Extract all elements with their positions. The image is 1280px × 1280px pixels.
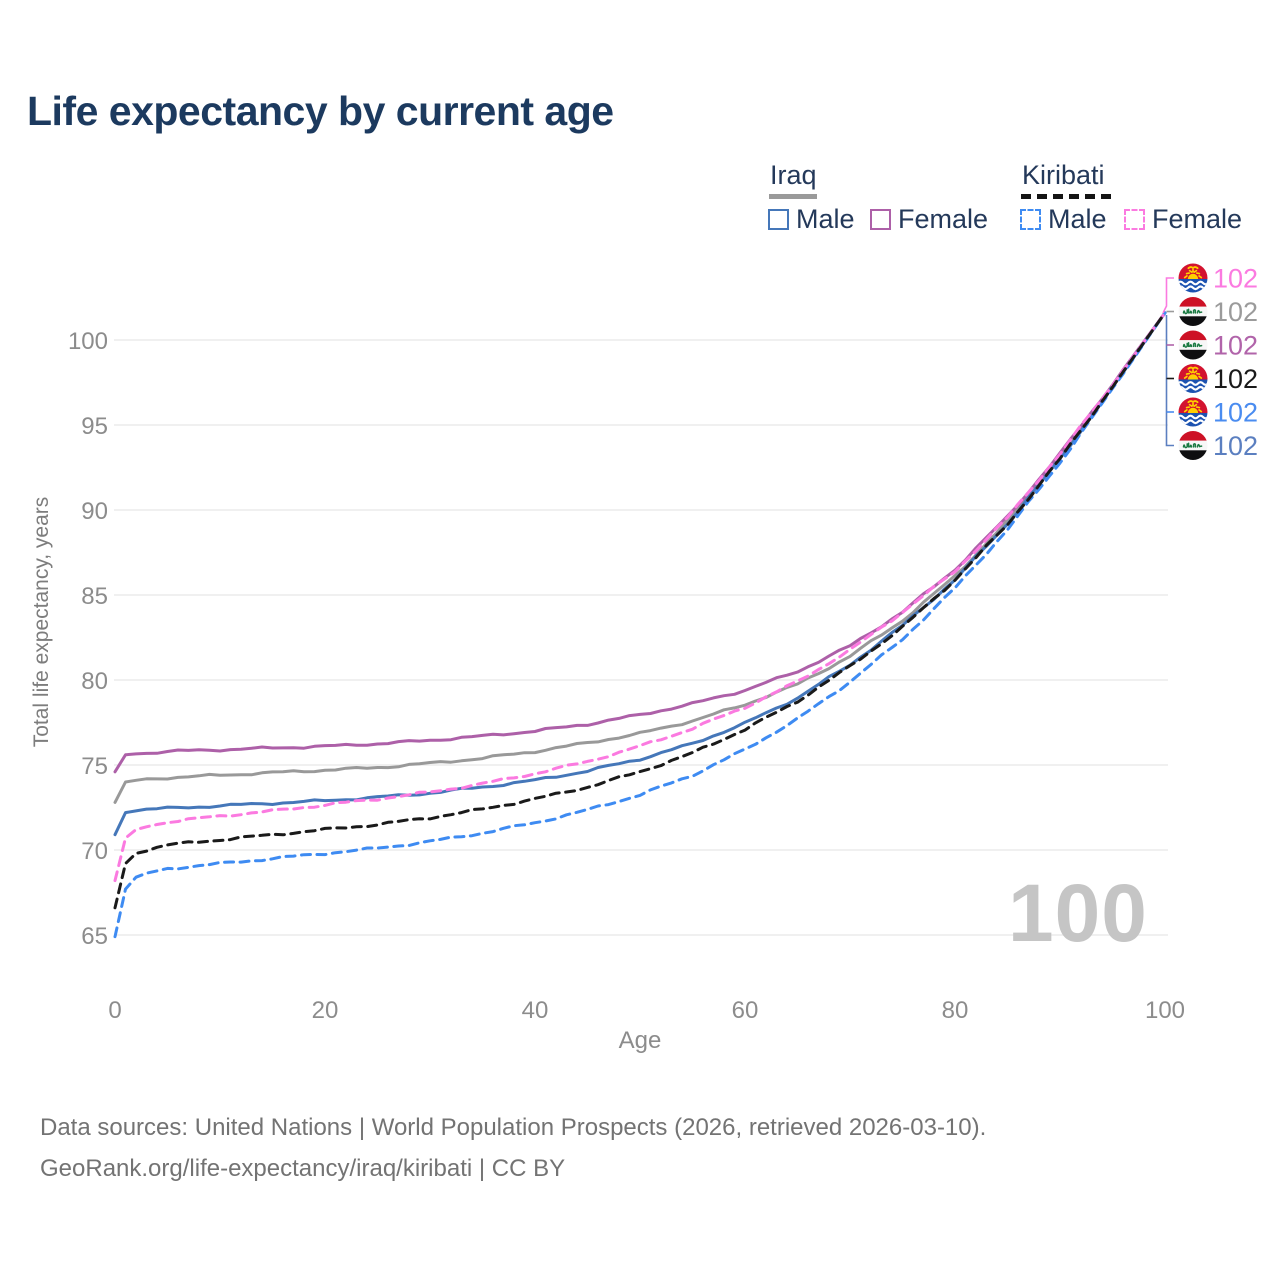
series-line-kiribati-female bbox=[113, 311, 1167, 883]
y-tick-label: 75 bbox=[81, 753, 108, 780]
y-axis-tick-labels: 65 70 75 80 85 90 95 100 bbox=[68, 328, 108, 950]
end-label-iraq: 102 bbox=[1178, 297, 1258, 328]
end-label-value: 102 bbox=[1213, 297, 1258, 327]
iraq-female-swatch-icon bbox=[870, 209, 891, 230]
kiribati-male-swatch-icon bbox=[1020, 209, 1041, 230]
y-tick-label: 70 bbox=[81, 838, 108, 865]
y-tick-label: 100 bbox=[68, 328, 108, 355]
iraq-flag-icon bbox=[1178, 431, 1208, 461]
legend-item-label: Female bbox=[898, 204, 989, 234]
x-axis-tick-labels: 0 20 40 60 80 100 bbox=[108, 997, 1185, 1024]
footer: Data sources: United Nations | World Pop… bbox=[40, 1107, 986, 1189]
end-label-value: 102 bbox=[1213, 264, 1258, 294]
kiribati-flag-icon bbox=[1178, 364, 1208, 394]
series-line-kiribati bbox=[113, 311, 1167, 910]
page-title: Life expectancy by current age bbox=[27, 88, 614, 134]
x-tick-label: 80 bbox=[942, 997, 969, 1024]
leader-line-top bbox=[1162, 277, 1174, 314]
legend-item-kiribati-female[interactable]: Female bbox=[1124, 204, 1242, 235]
legend-kiribati-underline-dashed bbox=[1021, 194, 1111, 199]
legend-item-iraq-male[interactable]: Male bbox=[768, 204, 855, 235]
end-label-value: 102 bbox=[1213, 431, 1258, 461]
end-label-kiribati-female: 102 bbox=[1178, 263, 1258, 294]
y-axis-title: Total life expectancy, years bbox=[30, 497, 53, 748]
y-tick-label: 95 bbox=[81, 413, 108, 440]
kiribati-flag-icon bbox=[1178, 397, 1208, 427]
legend-item-kiribati-male[interactable]: Male bbox=[1020, 204, 1107, 235]
leader-line-bottom bbox=[1165, 315, 1174, 447]
end-label-leader-lines bbox=[1162, 277, 1174, 447]
end-label-value: 102 bbox=[1213, 364, 1258, 394]
iraq-flag-icon bbox=[1178, 330, 1208, 360]
iraq-male-swatch-icon bbox=[768, 209, 789, 230]
footer-data-sources: Data sources: United Nations | World Pop… bbox=[40, 1114, 987, 1141]
y-tick-label: 80 bbox=[81, 668, 108, 695]
legend-item-label: Male bbox=[1048, 204, 1107, 234]
legend-item-iraq-female[interactable]: Female bbox=[870, 204, 988, 235]
kiribati-female-swatch-icon bbox=[1124, 209, 1145, 230]
series-lines bbox=[113, 311, 1167, 939]
series-line-iraq-female bbox=[113, 311, 1167, 774]
legend-iraq-underline-solid bbox=[769, 194, 817, 199]
end-label-value: 102 bbox=[1213, 398, 1258, 428]
end-label-value: 102 bbox=[1213, 331, 1258, 361]
legend-item-label: Female bbox=[1152, 204, 1243, 234]
end-label-iraq-male: 102 bbox=[1178, 431, 1258, 462]
x-tick-label: 0 bbox=[108, 997, 121, 1024]
x-tick-label: 100 bbox=[1145, 997, 1185, 1024]
kiribati-flag-icon bbox=[1178, 263, 1208, 293]
end-label-kiribati-male: 102 bbox=[1178, 397, 1258, 428]
age-counter-watermark: 100 bbox=[1008, 868, 1148, 959]
end-label-iraq-female: 102 bbox=[1178, 330, 1258, 361]
gridlines bbox=[114, 339, 1168, 936]
x-axis-title: Age bbox=[619, 1027, 662, 1054]
legend-group-kiribati-label: Kiribati bbox=[1022, 160, 1105, 190]
y-tick-label: 85 bbox=[81, 583, 108, 610]
y-tick-label: 90 bbox=[81, 498, 108, 525]
y-tick-label: 65 bbox=[81, 923, 108, 950]
end-label-kiribati: 102 bbox=[1178, 364, 1258, 395]
legend-group-iraq-label: Iraq bbox=[770, 160, 817, 190]
x-tick-label: 20 bbox=[312, 997, 339, 1024]
x-tick-label: 40 bbox=[522, 997, 549, 1024]
x-tick-label: 60 bbox=[732, 997, 759, 1024]
legend-item-label: Male bbox=[796, 204, 855, 234]
iraq-flag-icon bbox=[1178, 297, 1208, 327]
footer-attribution-link[interactable]: GeoRank.org/life-expectancy/iraq/kiribat… bbox=[40, 1155, 566, 1182]
series-line-kiribati-male bbox=[113, 311, 1167, 939]
series-line-iraq bbox=[113, 311, 1167, 804]
series-line-iraq-male bbox=[113, 311, 1167, 837]
